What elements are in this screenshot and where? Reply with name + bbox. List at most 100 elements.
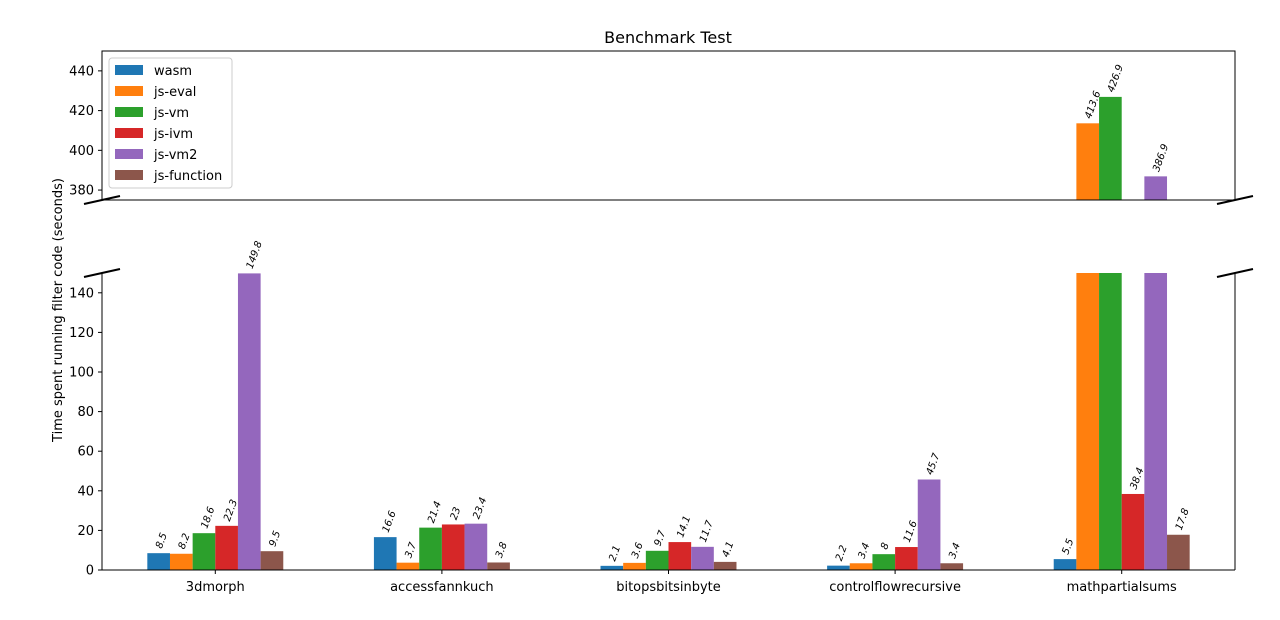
value-label: 17.8 [1174,507,1192,532]
bar-js-function-bitopsbitsinbyte [713,561,737,570]
value-label: 3.4 [947,542,963,561]
value-label: 22.3 [222,498,240,523]
value-label: 149.8 [245,240,265,271]
value-label: 11.6 [902,519,920,544]
bar-js-function-accessfannkuch [487,562,510,570]
legend-swatch-js-function [115,170,143,180]
bar-js-vm2-3dmorph [237,273,261,570]
bar-js-function-3dmorph [260,551,284,570]
legend-swatch-wasm [115,65,143,75]
bar-js-ivm-controlflowrecursive [895,547,918,570]
legend-swatch-js-vm2 [115,149,143,159]
y-tick-label: 0 [86,564,94,579]
bar-js-vm-3dmorph [192,533,216,570]
value-label: 3.7 [403,540,419,559]
value-label: 8.2 [177,532,193,551]
bar-js-ivm-mathpartialsums [1121,493,1145,570]
chart-title: Benchmark Test [604,28,732,47]
y-tick-label: 140 [69,286,94,301]
legend-swatch-js-eval [115,86,143,96]
value-label: 5.5 [1061,537,1077,556]
bar-wasm-controlflowrecursive [827,565,850,570]
value-label: 16.6 [381,509,399,534]
bar-js-function-controlflowrecursive [940,563,964,570]
value-label: 386.9 [1151,143,1171,174]
legend-label-js-ivm: js-ivm [153,127,193,142]
value-label: 3.4 [857,542,873,561]
x-tick-label: accessfannkuch [390,580,494,595]
bar-js-eval-controlflowrecursive [849,563,873,570]
bar-js-function-mathpartialsums [1167,534,1190,570]
bar-js-eval-mathpartialsums [1076,273,1100,570]
y-tick-label: 20 [77,524,94,539]
axis-break-mark [83,195,121,205]
value-label: 14.1 [675,514,693,539]
bar-wasm-mathpartialsums [1053,559,1077,570]
y-axis-label: Time spent running filter code (seconds) [51,178,66,443]
bar-wasm-3dmorph [147,553,170,570]
value-label: 38.4 [1129,466,1147,491]
value-label: 3.6 [630,541,646,560]
y-tick-label: 60 [77,445,94,460]
y-tick-label: 120 [69,326,94,341]
bar-js-vm2-bitopsbitsinbyte [691,546,714,570]
value-label: 426.9 [1106,63,1126,94]
value-label: 8 [879,541,892,551]
bar-js-vm-bitopsbitsinbyte [645,550,669,570]
bar-js-vm2-mathpartialsums [1144,273,1168,570]
x-tick-label: 3dmorph [186,580,245,595]
value-label: 9.5 [267,530,283,549]
value-label: 21.4 [426,500,444,525]
value-label: 8.5 [154,531,170,550]
bar-js-vm-accessfannkuch [419,527,442,570]
legend-swatch-js-ivm [115,128,143,138]
value-label: 2.2 [834,544,850,563]
bar-js-ivm-3dmorph [215,525,238,570]
legend: wasm js-eval js-vm js-ivm js-vm2 js-function [108,57,233,189]
value-label: 11.7 [698,519,716,544]
axis-break-mark [1216,195,1254,205]
value-label: 2.1 [607,544,623,563]
value-label: 9.7 [653,529,669,548]
bar-js-vm-mathpartialsums [1099,273,1122,570]
legend-label-js-function: js-function [153,169,222,184]
value-label: 23 [449,506,464,522]
value-label: 3.8 [494,541,510,560]
bar-js-ivm-accessfannkuch [441,524,465,570]
legend-label-js-vm2: js-vm2 [153,148,197,163]
legend-label-wasm: wasm [154,64,192,79]
bar-wasm-accessfannkuch [373,537,397,570]
x-tick-label: controlflowrecursive [829,580,961,595]
value-label: 4.1 [721,540,737,559]
bar-js-vm-controlflowrecursive [872,554,896,570]
bar-upper-js-vm-mathpartialsums [1099,96,1122,200]
upper-axes-frame [101,50,1236,201]
value-label: 23.4 [471,496,489,521]
axis-break-mark [83,268,121,278]
bar-js-eval-3dmorph [169,553,193,570]
x-tick-label: bitopsbitsinbyte [616,580,721,595]
y-tick-label: 420 [69,104,94,119]
x-tick-label: mathpartialsums [1067,580,1177,595]
bar-js-eval-accessfannkuch [396,562,420,570]
y-tick-label: 100 [69,366,94,381]
bar-js-vm2-controlflowrecursive [917,479,941,570]
legend-label-js-vm: js-vm [153,106,189,121]
bar-js-ivm-bitopsbitsinbyte [668,542,692,570]
y-tick-label: 440 [69,64,94,79]
bar-js-eval-bitopsbitsinbyte [623,562,646,570]
legend-label-js-eval: js-eval [153,85,196,100]
value-label: 18.6 [199,506,217,531]
legend-swatch-js-vm [115,107,143,117]
bar-js-vm2-accessfannkuch [464,523,488,570]
y-tick-label: 80 [77,405,94,420]
y-tick-label: 380 [69,184,94,199]
y-tick-label: 40 [77,484,94,499]
bar-wasm-bitopsbitsinbyte [600,565,624,570]
value-label: 45.7 [925,451,943,476]
y-tick-label: 400 [69,144,94,159]
bar-upper-js-vm2-mathpartialsums [1144,176,1168,200]
axis-break-mark [1216,268,1254,278]
